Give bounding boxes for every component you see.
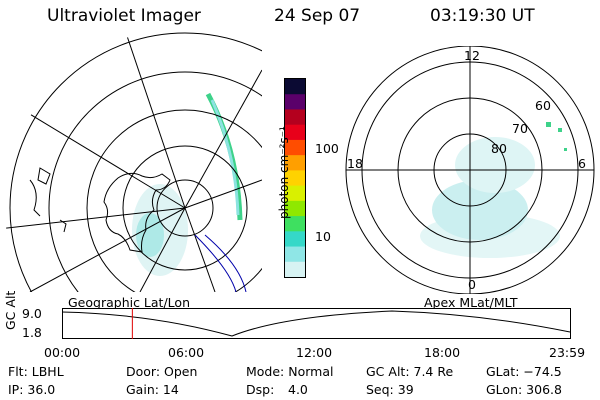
seq-info: Seq: 39 (366, 382, 414, 397)
gc-alt-tick-high: 9.0 (22, 306, 42, 321)
dsp-label: Dsp: (246, 382, 275, 397)
colorbar-band (285, 139, 305, 156)
colorbar-band (285, 155, 305, 171)
colorbar-band (285, 79, 305, 95)
mlt-label-12: 12 (464, 48, 480, 63)
ip-info: IP: 36.0 (8, 382, 56, 397)
door-info: Door: Open (126, 364, 198, 379)
gc-alt-info: GC Alt: 7.4 Re (366, 364, 454, 379)
gc-alt-axis-label: GC Alt (3, 290, 18, 330)
mlt-label-18: 18 (347, 156, 363, 171)
colorbar-band (285, 124, 305, 141)
colorbar-frame (284, 78, 306, 278)
geographic-label: Geographic Lat/Lon (68, 295, 190, 310)
mode-info: Mode: Normal (246, 364, 334, 379)
gc-alt-tick-low: 1.8 (22, 325, 42, 340)
mlt-label-6: 6 (578, 156, 586, 171)
colorbar-band (285, 200, 305, 217)
glat-info: GLat: −74.5 (486, 364, 562, 379)
time-label: 03:19:30 UT (430, 6, 535, 26)
app-title: Ultraviolet Imager (47, 6, 201, 26)
polar-plot (345, 46, 595, 294)
time-tick-0000: 00:00 (44, 345, 81, 360)
dsp-value: 4.0 (288, 382, 308, 397)
colorbar-unit-label: photon cm⁻²s⁻¹ (277, 126, 291, 219)
glon-info: GLon: 306.8 (486, 382, 562, 397)
apex-label: Apex MLat/MLT (424, 295, 518, 310)
aurora-arc (205, 92, 243, 221)
colorbar-band (285, 246, 305, 263)
mlat-label-80: 80 (491, 141, 507, 156)
colorbar-band (285, 94, 305, 110)
colorbar-tick-100: 100 (315, 141, 339, 156)
mlat-label-60: 60 (535, 98, 551, 113)
colorbar-band (285, 261, 305, 278)
colorbar-band (285, 216, 305, 232)
colorbar-band (285, 185, 305, 202)
colorbar (284, 78, 306, 278)
time-tick-1200: 12:00 (296, 345, 333, 360)
altitude-curve (62, 310, 571, 337)
time-tick-2359: 23:59 (549, 345, 586, 360)
colorbar-tick-10: 10 (315, 229, 331, 244)
mlt-label-0: 0 (468, 277, 476, 292)
time-tick-1800: 18:00 (424, 345, 461, 360)
geographic-map (5, 30, 262, 292)
mlat-label-70: 70 (512, 121, 528, 136)
date-label: 24 Sep 07 (274, 6, 361, 26)
altitude-timeline (62, 308, 571, 339)
colorbar-band (285, 109, 305, 126)
time-tick-0600: 06:00 (168, 345, 205, 360)
filter-info: Flt: LBHL (8, 364, 64, 379)
colorbar-band (285, 231, 305, 248)
colorbar-band (285, 170, 305, 187)
gain-info: Gain: 14 (126, 382, 179, 397)
